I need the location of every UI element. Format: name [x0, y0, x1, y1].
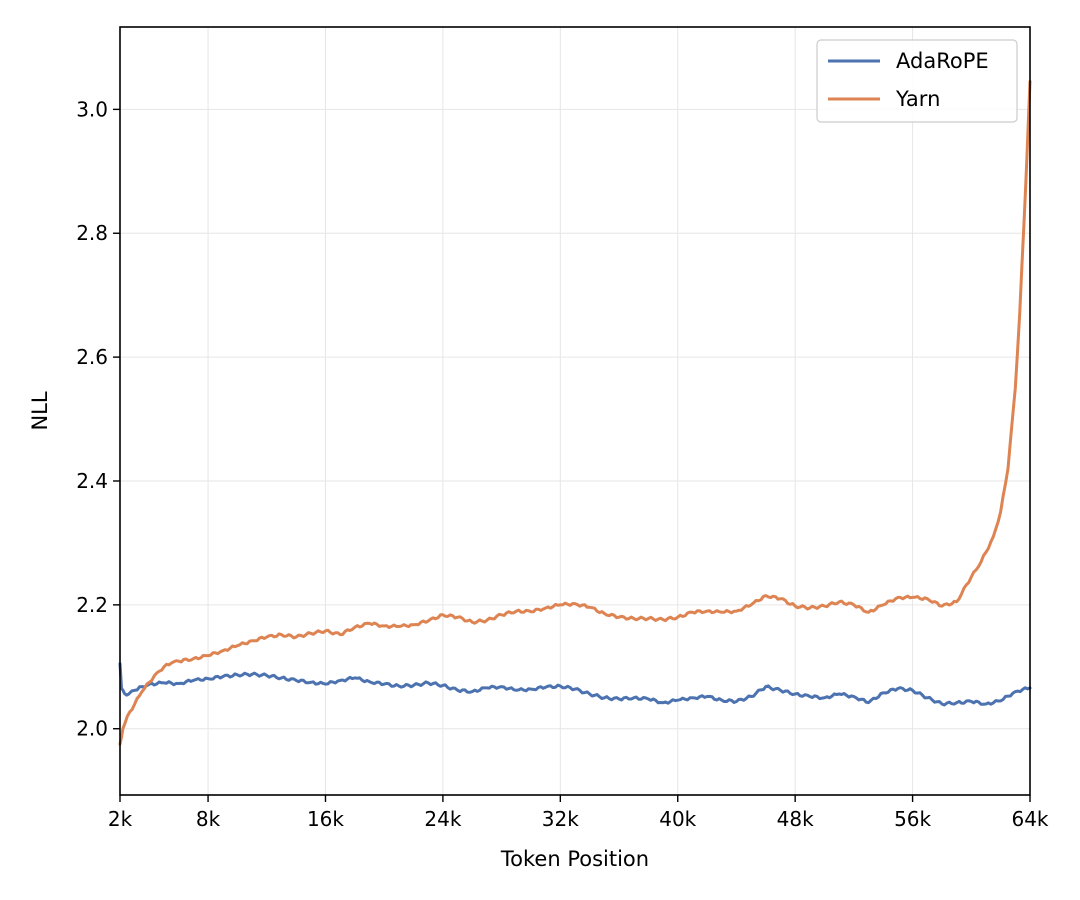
y-tick-label: 2.2 — [76, 593, 108, 617]
x-tick-label: 16k — [307, 807, 344, 831]
x-tick-label: 56k — [894, 807, 931, 831]
legend-label-yarn: Yarn — [895, 87, 940, 111]
y-axis: 2.0 2.2 2.4 2.6 2.8 3.0 — [76, 97, 120, 741]
y-tick-label: 2.8 — [76, 221, 108, 245]
x-axis-label: Token Position — [500, 847, 649, 871]
plot-frame — [119, 26, 1031, 796]
legend: AdaRoPE Yarn — [816, 39, 1018, 123]
y-tick-label: 2.0 — [76, 717, 108, 741]
x-tick-label: 32k — [542, 807, 579, 831]
y-tick-label: 3.0 — [76, 97, 108, 121]
legend-label-adarope: AdaRoPE — [896, 49, 989, 73]
y-tick-label: 2.6 — [76, 345, 108, 369]
y-axis-label: NLL — [28, 391, 52, 430]
series-line-adarope — [118, 662, 1032, 707]
x-axis: 2k 8k 16k 24k 32k 40k 48k 56k 64k — [108, 795, 1049, 831]
series-lines — [118, 80, 1032, 746]
x-tick-label: 48k — [777, 807, 814, 831]
x-tick-label: 64k — [1011, 807, 1048, 831]
x-tick-label: 8k — [196, 807, 221, 831]
y-tick-label: 2.4 — [76, 469, 108, 493]
x-tick-label: 40k — [659, 807, 696, 831]
x-tick-label: 24k — [424, 807, 461, 831]
grid — [119, 27, 1031, 795]
series-line-yarn — [118, 80, 1032, 746]
x-tick-label: 2k — [108, 807, 133, 831]
